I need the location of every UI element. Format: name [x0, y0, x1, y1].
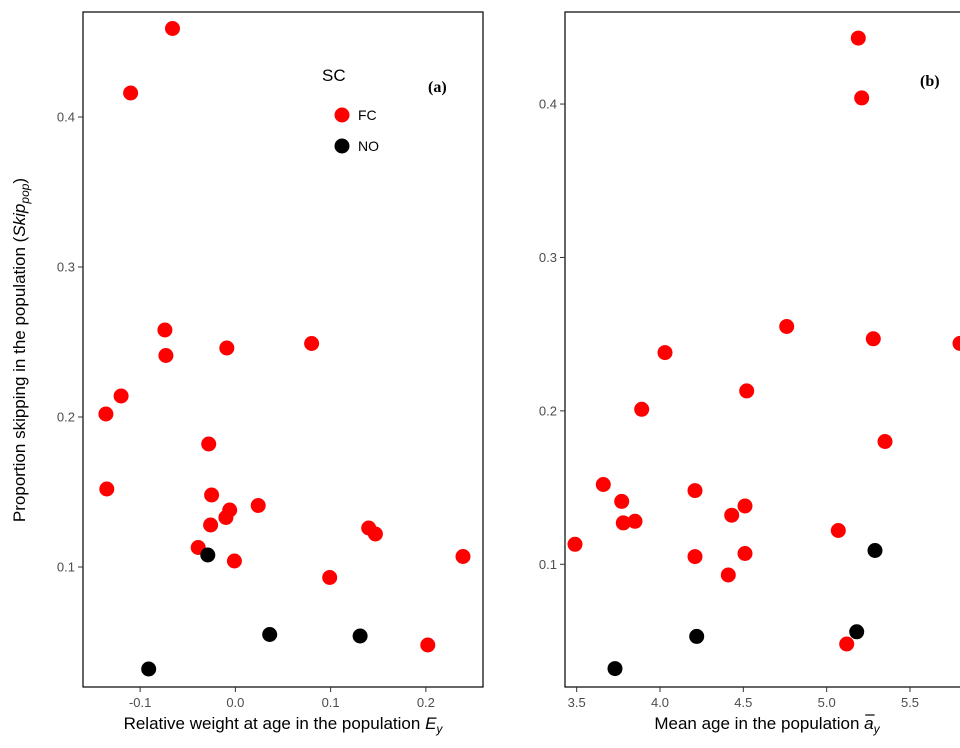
y-tick-label-a-2: 0.3: [57, 260, 75, 275]
point-a-fc-13: [218, 510, 234, 525]
point-a-fc-17: [367, 526, 383, 542]
point-a-fc-4: [219, 340, 235, 356]
x-tick-label-b-1: 4.0: [651, 695, 669, 710]
point-b-no-3: [607, 661, 623, 677]
point-b-fc-19: [737, 546, 753, 561]
y-tick-label-b-3: 0.4: [539, 97, 557, 112]
panel-a-marks: [98, 21, 471, 677]
point-a-fc-21: [420, 637, 436, 653]
legend-swatch-no: [334, 138, 350, 154]
x-tick-label-b-4: 5.5: [901, 695, 919, 710]
point-b-fc-11: [614, 493, 630, 509]
legend-label-fc: FC: [358, 107, 377, 123]
point-b-fc-15: [627, 513, 643, 529]
point-a-no-2: [352, 628, 368, 644]
point-b-fc-2: [779, 319, 795, 334]
point-a-fc-11: [250, 498, 266, 513]
point-a-fc-0: [165, 21, 180, 36]
x-tick-label-a-3: 0.2: [417, 695, 435, 710]
point-a-fc-19: [455, 549, 471, 564]
panel-a-label: (a): [428, 79, 447, 96]
point-b-fc-8: [877, 434, 893, 449]
point-b-fc-18: [687, 549, 703, 565]
point-a-fc-5: [304, 336, 320, 351]
point-b-no-1: [689, 628, 705, 644]
x-tick-label-b-0: 3.5: [568, 695, 586, 710]
point-b-fc-21: [839, 636, 855, 652]
point-a-fc-18: [226, 553, 242, 569]
point-a-fc-7: [98, 406, 114, 422]
point-a-fc-3: [158, 348, 174, 363]
panel-a-x-axis-title: Relative weight at age in the population…: [124, 714, 444, 736]
point-b-fc-0: [850, 30, 866, 46]
y-axis-title: Proportion skipping in the population (S…: [10, 178, 32, 522]
point-b-fc-3: [865, 331, 881, 347]
point-b-fc-1: [854, 90, 870, 106]
y-tick-label-a-0: 0.1: [57, 560, 75, 575]
panel-b-marks: [567, 30, 960, 677]
point-a-fc-9: [99, 481, 115, 497]
y-tick-label-b-1: 0.2: [539, 403, 557, 418]
point-b-fc-10: [687, 483, 703, 499]
point-b-fc-6: [739, 383, 755, 399]
point-a-fc-14: [203, 517, 219, 533]
point-b-fc-13: [724, 507, 740, 523]
point-a-fc-1: [123, 85, 139, 101]
y-tick-label-b-2: 0.3: [539, 250, 557, 265]
x-tick-label-b-2: 4.5: [734, 695, 752, 710]
legend-swatch-fc: [334, 107, 350, 123]
panel-a: -0.1 0.0 0.1 0.2 0.1 0.2 0.3 0.4 (a) SC FC NO R…: [10, 11, 484, 736]
point-b-no-2: [849, 624, 865, 640]
point-b-fc-14: [615, 515, 631, 531]
x-tick-label-a-2: 0.1: [322, 695, 340, 710]
point-a-fc-20: [322, 570, 338, 585]
panel-a-frame: [82, 11, 484, 688]
point-b-fc-16: [830, 523, 846, 538]
legend-title: SC: [322, 66, 346, 85]
y-tick-label-a-1: 0.2: [57, 410, 75, 425]
point-b-no-0: [867, 543, 883, 558]
point-a-fc-8: [201, 436, 217, 452]
point-a-no-0: [200, 547, 216, 563]
point-b-fc-20: [720, 567, 736, 583]
point-a-no-3: [141, 661, 157, 677]
panel-b-ticks: 3.5 4.0 4.5 5.0 5.5 0.1 0.2 0.3 0.4: [539, 97, 919, 710]
y-tick-label-a-3: 0.4: [57, 110, 75, 125]
panel-a-ticks: -0.1 0.0 0.1 0.2 0.1 0.2 0.3 0.4: [57, 110, 435, 711]
point-b-fc-5: [657, 345, 673, 361]
point-b-fc-7: [634, 401, 650, 417]
legend-label-no: NO: [358, 138, 379, 154]
point-b-fc-4: [952, 335, 960, 351]
point-a-fc-6: [113, 388, 129, 404]
y-tick-label-b-0: 0.1: [539, 557, 557, 572]
point-b-fc-9: [595, 477, 611, 492]
point-b-fc-12: [737, 498, 753, 514]
x-tick-label-b-3: 5.0: [818, 695, 836, 710]
panel-b-x-axis-title: Mean age in the population ay: [654, 714, 880, 736]
x-tick-label-a-1: 0.0: [226, 695, 244, 710]
panel-b-x-axis-title-text: Mean age in the population ay: [654, 714, 880, 736]
point-a-fc-2: [157, 322, 173, 338]
point-a-no-1: [262, 627, 278, 642]
panel-b-frame: [564, 11, 960, 688]
panel-b-label: (b): [920, 73, 940, 90]
panel-b: 3.5 4.0 4.5 5.0 5.5 0.1 0.2 0.3 0.4 (b) Mean age…: [539, 11, 960, 736]
point-a-fc-10: [204, 487, 220, 503]
legend: SC FC NO: [322, 66, 379, 154]
x-tick-label-a-0: -0.1: [129, 695, 151, 710]
point-b-fc-17: [567, 536, 583, 552]
